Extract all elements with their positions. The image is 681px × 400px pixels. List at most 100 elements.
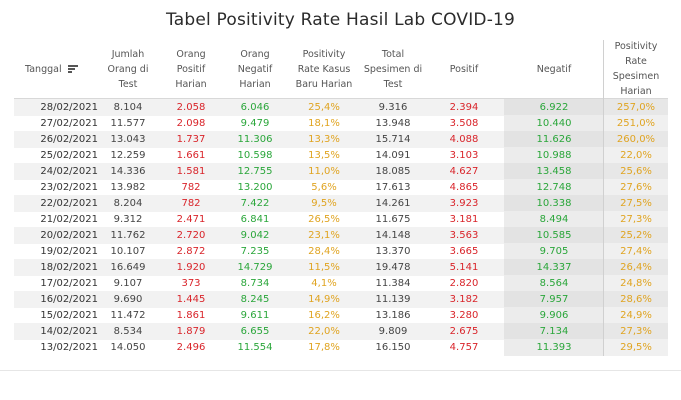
negative-cell: 10.440 <box>504 115 604 132</box>
tested-cell: 16.649 <box>110 262 146 273</box>
table-row[interactable]: 27/02/2021 11.577 2.098 9.479 18,1% 13.948 3.5… <box>14 115 668 132</box>
positivity-specimen-cell: 25,2% <box>604 227 668 244</box>
positive-cell: 3.182 <box>449 294 479 305</box>
positive-cell: 3.103 <box>449 150 479 161</box>
positivity-case-cell: 22,0% <box>308 326 340 337</box>
table-row[interactable]: 14/02/2021 8.534 1.879 6.655 22,0% 9.809 2.675… <box>14 323 668 340</box>
positivity-case-cell: 16,2% <box>308 310 340 321</box>
positivity-specimen-cell: 27,3% <box>604 211 668 228</box>
header-negatif[interactable]: Negatif <box>536 63 572 75</box>
positivity-specimen-cell: 28,6% <box>604 291 668 308</box>
table-row[interactable]: 13/02/2021 14.050 2.496 11.554 17,8% 16.150 4.… <box>14 339 668 356</box>
specimen-total-cell: 11.675 <box>375 214 411 225</box>
date-cell: 25/02/2021 <box>40 150 98 161</box>
negative-daily-cell: 9.042 <box>240 230 270 241</box>
positivity-case-cell: 25,4% <box>308 102 340 113</box>
specimen-total-cell: 18.085 <box>375 166 411 177</box>
negative-cell: 12.748 <box>504 179 604 196</box>
table-row[interactable]: 26/02/2021 13.043 1.737 11.306 13,3% 15.714 4.… <box>14 131 668 148</box>
negative-daily-cell: 7.422 <box>240 198 270 209</box>
table-row[interactable]: 15/02/2021 11.472 1.861 9.611 16,2% 13.186 3.2… <box>14 307 668 324</box>
tested-cell: 9.312 <box>113 214 143 225</box>
positivity-case-cell: 14,9% <box>308 294 340 305</box>
negative-daily-cell: 9.479 <box>240 118 270 129</box>
positive-cell: 2.675 <box>449 326 479 337</box>
tested-cell: 11.577 <box>110 118 146 129</box>
table-row[interactable]: 22/02/2021 8.204 782 7.422 9,5% 14.261 3.923 10… <box>14 195 668 212</box>
header-total-spesimen[interactable]: Total Spesimen di Test <box>363 48 423 90</box>
sort-icon[interactable] <box>67 65 78 73</box>
header-positivity-spesimen[interactable]: Positivity Rate Spesimen Harian <box>612 41 660 97</box>
table-row[interactable]: 24/02/2021 14.336 1.581 12.755 11,0% 18.085 4.… <box>14 163 668 180</box>
negative-cell: 8.564 <box>504 275 604 292</box>
table-row[interactable]: 20/02/2021 11.762 2.720 9.042 23,1% 14.148 3.5… <box>14 227 668 244</box>
specimen-total-cell: 13.370 <box>375 246 411 257</box>
positive-daily-cell: 782 <box>181 182 201 193</box>
table-row[interactable]: 16/02/2021 9.690 1.445 8.245 14,9% 11.139 3.18… <box>14 291 668 308</box>
specimen-total-cell: 13.948 <box>375 118 411 129</box>
negative-daily-cell: 9.611 <box>240 310 270 321</box>
table-row[interactable]: 18/02/2021 16.649 1.920 14.729 11,5% 19.478 5.… <box>14 259 668 276</box>
bottom-divider <box>0 370 681 371</box>
negative-cell: 7.957 <box>504 291 604 308</box>
table-row[interactable]: 23/02/2021 13.982 782 13.200 5,6% 17.613 4.865… <box>14 179 668 196</box>
tested-cell: 9.690 <box>113 294 143 305</box>
header-tanggal[interactable]: Tanggal <box>14 40 98 98</box>
specimen-total-cell: 11.384 <box>375 278 411 289</box>
table-row[interactable]: 19/02/2021 10.107 2.872 7.235 28,4% 13.370 3.6… <box>14 243 668 260</box>
positive-daily-cell: 2.058 <box>176 102 206 113</box>
specimen-total-cell: 9.316 <box>378 102 408 113</box>
positivity-case-cell: 17,8% <box>308 342 340 353</box>
header-orang-positif[interactable]: Orang Positif Harian <box>175 48 207 90</box>
negative-cell: 11.393 <box>504 339 604 356</box>
positive-daily-cell: 1.581 <box>176 166 206 177</box>
table-row[interactable]: 25/02/2021 12.259 1.661 10.598 13,5% 14.091 3.… <box>14 147 668 164</box>
date-cell: 27/02/2021 <box>40 118 98 129</box>
negative-cell: 7.134 <box>504 323 604 340</box>
positive-cell: 4.757 <box>449 342 479 353</box>
tested-cell: 8.534 <box>113 326 143 337</box>
positive-cell: 2.394 <box>449 102 479 113</box>
positive-daily-cell: 2.471 <box>176 214 206 225</box>
negative-cell: 10.585 <box>504 227 604 244</box>
positive-cell: 3.665 <box>449 246 479 257</box>
positive-cell: 3.280 <box>449 310 479 321</box>
positivity-specimen-cell: 26,4% <box>604 259 668 276</box>
date-cell: 16/02/2021 <box>40 294 98 305</box>
positive-cell: 4.865 <box>449 182 479 193</box>
positive-daily-cell: 1.861 <box>176 310 206 321</box>
positivity-specimen-cell: 27,5% <box>604 195 668 212</box>
negative-daily-cell: 13.200 <box>237 182 273 193</box>
positive-cell: 4.627 <box>449 166 479 177</box>
positivity-specimen-cell: 27,3% <box>604 323 668 340</box>
specimen-total-cell: 11.139 <box>375 294 411 305</box>
positivity-case-cell: 11,0% <box>308 166 340 177</box>
specimen-total-cell: 15.714 <box>375 134 411 145</box>
negative-cell: 13.458 <box>504 163 604 180</box>
positive-cell: 3.181 <box>449 214 479 225</box>
header-orang-negatif[interactable]: Orang Negatif Harian <box>237 48 273 90</box>
date-cell: 15/02/2021 <box>40 310 98 321</box>
positivity-specimen-cell: 29,5% <box>604 339 668 356</box>
date-cell: 28/02/2021 <box>40 102 98 113</box>
positivity-case-cell: 28,4% <box>308 246 340 257</box>
date-cell: 14/02/2021 <box>40 326 98 337</box>
header-positivity-kasus[interactable]: Positivity Rate Kasus Baru Harian <box>295 48 353 90</box>
table-row[interactable]: 17/02/2021 9.107 373 8.734 4,1% 11.384 2.820 8.… <box>14 275 668 292</box>
positivity-case-cell: 4,1% <box>311 278 337 289</box>
negative-cell: 11.626 <box>504 131 604 148</box>
header-jumlah-orang[interactable]: Jumlah Orang di Test <box>107 48 149 90</box>
tested-cell: 14.336 <box>110 166 146 177</box>
specimen-total-cell: 14.261 <box>375 198 411 209</box>
date-cell: 21/02/2021 <box>40 214 98 225</box>
positivity-specimen-cell: 24,8% <box>604 275 668 292</box>
specimen-total-cell: 14.091 <box>375 150 411 161</box>
negative-cell: 6.922 <box>504 99 604 116</box>
header-positif[interactable]: Positif <box>449 63 479 75</box>
positivity-table[interactable]: Tanggal Jumlah Orang di Test Orang Posit… <box>14 40 668 356</box>
tested-cell: 13.982 <box>110 182 146 193</box>
positivity-case-cell: 11,5% <box>308 262 340 273</box>
positive-daily-cell: 1.445 <box>176 294 206 305</box>
table-row[interactable]: 21/02/2021 9.312 2.471 6.841 26,5% 11.675 3.18… <box>14 211 668 228</box>
table-row[interactable]: 28/02/2021 8.104 2.058 6.046 25,4% 9.316 2.394… <box>14 99 668 116</box>
